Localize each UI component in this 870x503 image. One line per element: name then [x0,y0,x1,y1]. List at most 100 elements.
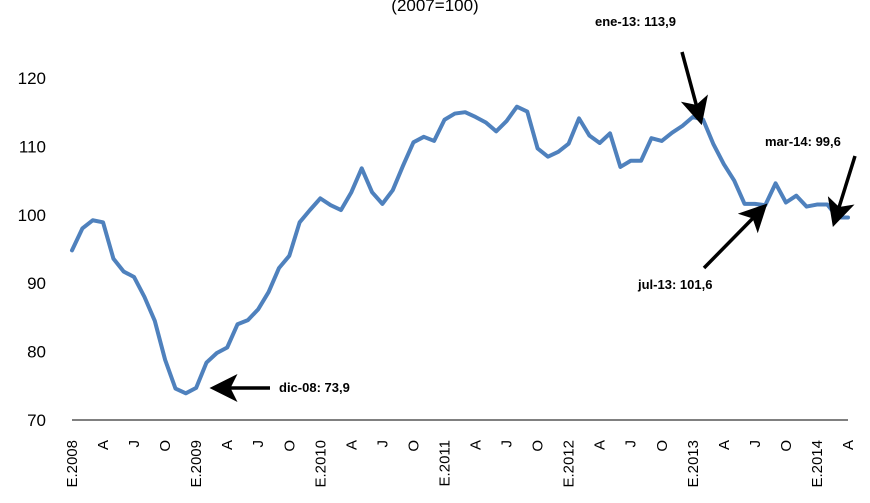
data-point [391,188,395,192]
data-point [453,111,457,116]
data-point [473,115,478,119]
data-point [235,322,240,326]
data-point [256,307,260,311]
x-tick-label: E.2012 [561,440,578,488]
y-tick-label: 70 [27,411,46,430]
annotations-layer: ene-13: 113,9 mar-14: 99,6 jul-13: 101,6… [209,14,857,402]
data-point [370,190,374,194]
data-point [639,159,643,163]
data-point [298,220,302,224]
data-point [536,146,540,151]
data-point [142,295,147,299]
data-point [80,226,84,231]
x-tick-label: E.2013 [685,440,702,488]
data-point [463,110,467,114]
data-point [287,254,291,258]
x-tick-label: J [250,440,267,448]
annotation-arrow-ene-13 [680,51,708,126]
data-point [660,139,664,143]
data-point [815,202,819,207]
data-point [484,120,488,125]
data-point [432,139,436,143]
data-point [111,256,115,261]
x-tick-label: E.2011 [436,440,453,486]
annotation-label-jul-13: jul-13: 101,6 [637,277,712,292]
x-tick-label: J [126,440,143,448]
series-line [70,104,850,396]
y-tick-label: 120 [18,69,46,88]
annotation-label-dic-08: dic-08: 73,9 [279,380,350,395]
data-point [587,133,591,138]
data-point [70,248,74,252]
data-point [173,386,178,391]
data-point [101,220,105,224]
data-point [411,140,416,144]
data-point [184,391,188,395]
data-point [732,179,736,183]
data-point [742,202,747,206]
data-point [401,163,405,168]
x-tick-label: A [219,440,236,450]
data-point [339,208,343,212]
x-tick-label: A [840,440,857,450]
data-point [598,141,602,145]
data-point [825,202,829,207]
data-point [763,203,767,207]
data-point [567,142,571,146]
data-point [122,269,126,274]
y-axis: 70 80 90 100 110 120 [18,69,46,430]
y-tick-label: 100 [18,206,46,225]
annotation-label-mar-14: mar-14: 99,6 [765,134,841,149]
x-tick-label: A [95,440,112,450]
x-tick-label: O [654,440,671,452]
data-point [91,218,95,222]
y-tick-label: 110 [19,137,46,156]
data-point [618,165,622,169]
data-point [194,386,198,390]
data-point [225,345,229,350]
data-point [691,115,695,119]
x-tick-label: A [716,440,733,450]
data-point [805,204,809,209]
data-point [629,159,633,163]
x-tick-label: E.2010 [312,440,329,488]
data-point [546,155,550,159]
x-tick-label: O [281,440,298,452]
x-tick-label: A [468,440,485,450]
x-tick-label: J [374,440,391,448]
series-layer [70,104,850,396]
data-point [318,196,322,200]
x-tick-label: J [623,440,640,448]
data-point [132,275,136,279]
data-point [215,351,219,355]
data-point [204,360,209,365]
x-tick-label: J [747,440,764,448]
x-tick-label: O [778,440,795,452]
x-tick-label: A [592,440,609,450]
data-point [608,131,612,135]
data-point [504,119,509,123]
data-point [577,116,581,120]
annotation-label-ene-13: ene-13: 113,9 [595,14,676,29]
data-point [670,131,674,135]
data-point [722,162,726,166]
data-point [163,358,167,362]
x-tick-label: E.2014 [809,440,826,488]
data-point [349,190,353,194]
x-tick-label: O [405,440,422,452]
data-point [794,194,798,198]
data-point [494,129,498,133]
data-point [308,208,312,212]
data-point [753,202,757,206]
data-point [701,118,705,122]
data-point [360,166,364,170]
data-point [680,124,685,128]
data-point [784,200,788,205]
data-point [422,135,426,139]
data-point [649,136,654,140]
data-point [846,215,850,220]
data-point [277,266,281,270]
x-tick-label: O [157,440,174,452]
